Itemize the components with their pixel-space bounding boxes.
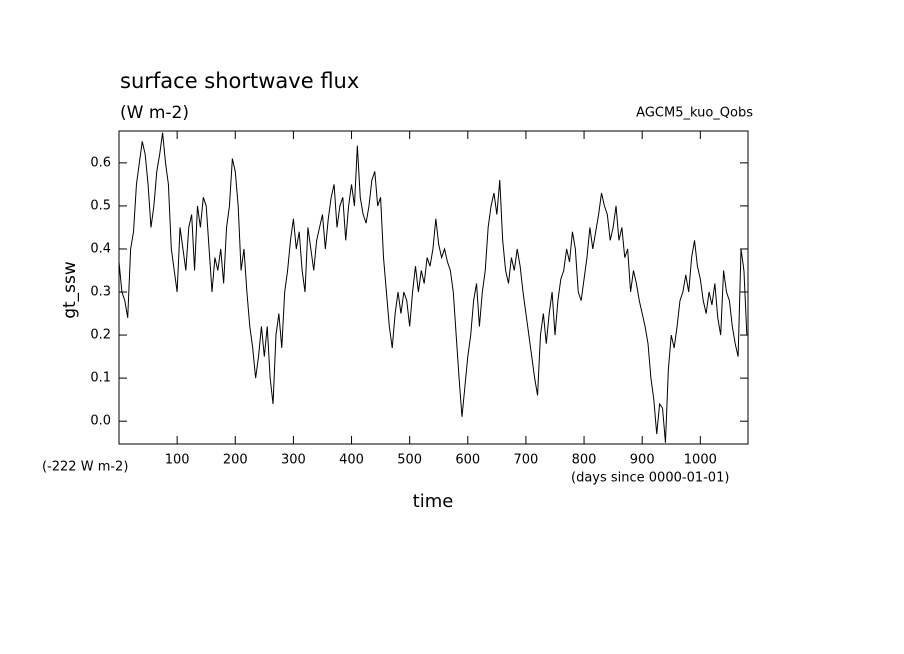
y-tick-label: 0.1 xyxy=(90,371,111,386)
x-tick-label: 500 xyxy=(397,453,422,468)
x-tick-label: 900 xyxy=(630,453,655,468)
data-line xyxy=(119,132,748,443)
x-tick-label: 1000 xyxy=(684,453,717,468)
y-tick-label: 0.2 xyxy=(90,328,111,343)
x-axis-label: time xyxy=(413,491,454,512)
x-tick-label: 200 xyxy=(223,453,248,468)
x-tick-label: 300 xyxy=(281,453,306,468)
x-tick-label: 100 xyxy=(165,453,190,468)
units: (W m-2) xyxy=(120,103,189,123)
y-tick-label: 0.5 xyxy=(90,198,111,213)
y-axis-label: gt_ssw xyxy=(60,261,80,319)
x-units: (days since 0000-01-01) xyxy=(571,471,729,486)
y-tick-label: 0.6 xyxy=(90,155,111,170)
y-tick-label: 0.3 xyxy=(90,285,111,300)
offset-note: (-222 W m-2) xyxy=(42,460,128,475)
x-tick-label: 400 xyxy=(339,453,364,468)
chart-title: surface shortwave flux xyxy=(120,69,359,93)
y-tick-label: 0.0 xyxy=(90,414,111,429)
x-tick-label: 700 xyxy=(514,453,539,468)
plot-frame xyxy=(118,130,749,445)
x-tick-label: 800 xyxy=(572,453,597,468)
y-tick-label: 0.4 xyxy=(90,241,111,256)
x-tick-label: 600 xyxy=(455,453,480,468)
experiment: AGCM5_kuo_Qobs xyxy=(636,106,753,121)
